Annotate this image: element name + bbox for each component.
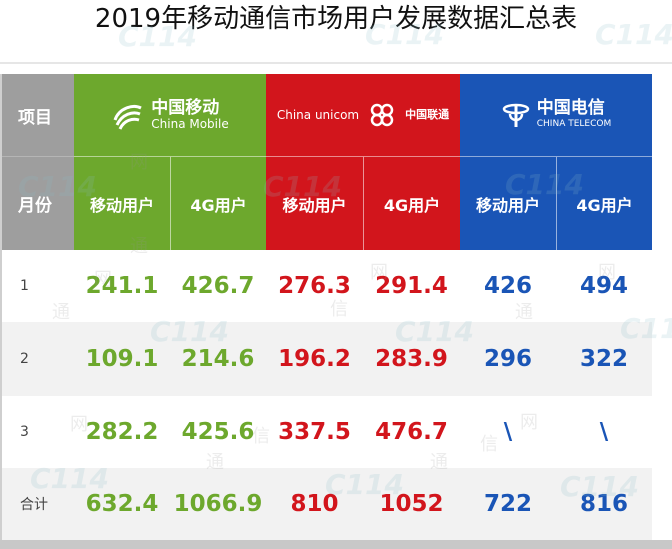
item-header: 项目 [2,74,74,156]
china-mobile-mobile-users-header: 移动用户 [74,156,170,250]
table-cell: 291.4 [375,273,448,299]
table-cell: 494 [579,273,628,299]
china-telecom-name-en: CHINA TELECOM [536,119,612,129]
china-unicom-name-cn: 中国联通 [405,108,450,121]
china-mobile-name-cn: 中国移动 [151,98,220,118]
table-cell: 426 [483,273,532,299]
table-cell: 241.1 [85,273,159,299]
month-header: 月份 [2,156,74,250]
china-mobile-header: 中国移动 China Mobile [74,74,266,156]
total-label: 合计 [20,497,48,513]
table-cell: 337.5 [278,419,351,445]
table-cell: 1066.9 [173,491,263,517]
left-edge-shade [0,74,2,542]
page-title: 2019年移动通信市场用户发展数据汇总表 [94,4,578,34]
title-divider [0,62,672,64]
china-telecom-logo-icon [502,103,529,127]
china-mobile-name-en: China Mobile [151,117,229,131]
table-cell: 425.6 [181,419,255,445]
china-unicom-4g-users-header: 4G用户 [363,156,460,250]
table-cell: 109.1 [85,346,159,372]
table-cell: 276.3 [278,273,351,299]
table-row-stripe [2,468,652,540]
table-cell: 1052 [379,491,444,517]
china-unicom-logo-icon [370,103,394,127]
table-cell: 816 [579,491,628,517]
table-cell: 810 [290,491,339,517]
table-cell: 283.9 [375,346,448,372]
table-row-stripe [2,322,652,396]
table-cell: 214.6 [181,346,255,372]
table-cell: 196.2 [278,346,351,372]
china-unicom-mobile-users-header: 移动用户 [266,156,363,250]
china-mobile-logo-icon [113,105,142,130]
china-unicom-header: China unicom 中国联通 [266,74,460,156]
china-telecom-mobile-users-header: 移动用户 [460,156,556,250]
table-cell: 632.4 [85,491,159,517]
china-mobile-4g-users-header: 4G用户 [170,156,266,250]
month-label: 2 [20,351,29,367]
month-label: 3 [20,424,29,440]
table-cell: 426.7 [181,273,255,299]
table-cell: 296 [483,346,532,372]
table-cell: 476.7 [375,419,448,445]
china-telecom-4g-users-header: 4G用户 [556,156,652,250]
month-label: 1 [20,278,29,294]
table-cell: \ [599,419,609,445]
table-cell: 722 [483,491,532,517]
bottom-bar [0,540,672,549]
table-cell: 322 [579,346,628,372]
table-cell: \ [503,419,513,445]
china-telecom-name-cn: 中国电信 [536,98,605,118]
china-unicom-name-en: China unicom [276,108,360,122]
table-cell: 282.2 [85,419,159,445]
china-telecom-header: 中国电信 CHINA TELECOM [460,74,652,156]
